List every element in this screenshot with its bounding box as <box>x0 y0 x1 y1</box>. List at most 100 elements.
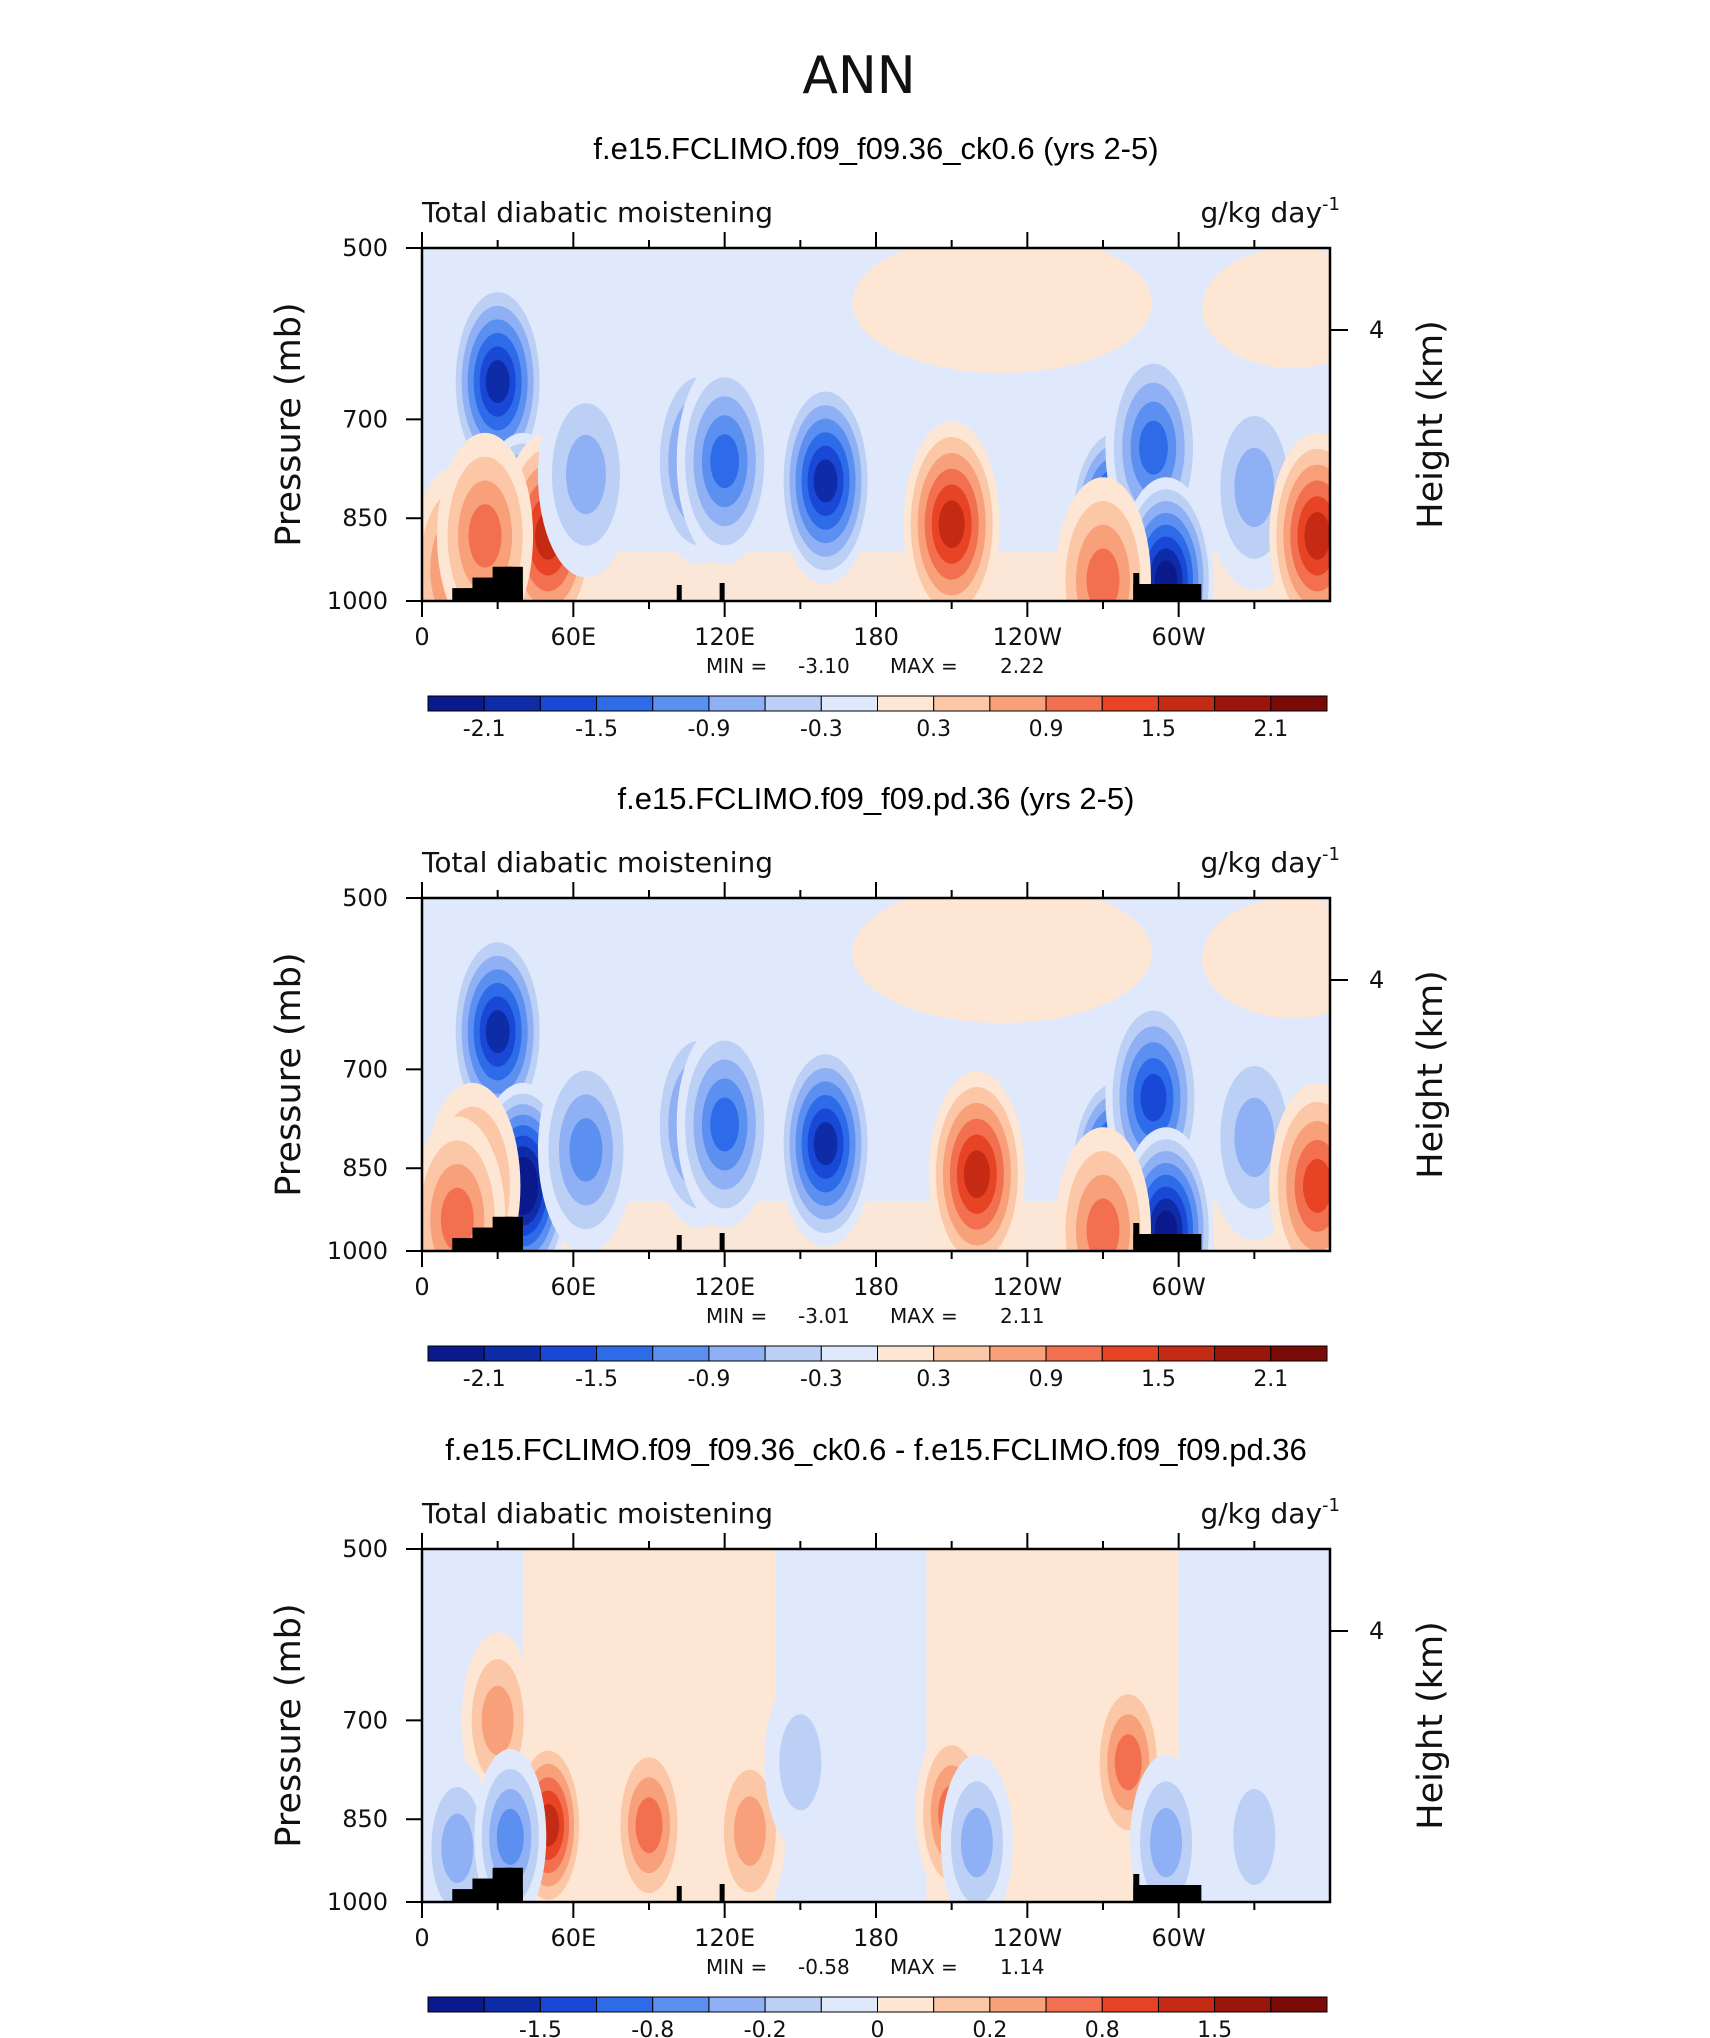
colorbar-swatch <box>1101 695 1159 712</box>
y-tick-label: 850 <box>342 1154 388 1182</box>
colorbar-label: 2.1 <box>1253 717 1288 742</box>
colorbar-swatch <box>1270 1345 1328 1362</box>
colorbar-swatch <box>1214 695 1272 712</box>
contour-fill <box>710 434 740 489</box>
x-tick-label: 60W <box>1152 1273 1206 1301</box>
contour-fill <box>1202 248 1330 368</box>
colorbar-swatch <box>989 1345 1047 1362</box>
x-tick-label: 60W <box>1152 1924 1206 1952</box>
y-right-tick-label: 4 <box>1369 316 1384 344</box>
colorbar-label: 1.5 <box>1141 717 1176 742</box>
colorbar-swatch <box>596 695 654 712</box>
colorbar-label: 0.9 <box>1029 1367 1064 1392</box>
colorbar-swatch <box>933 1345 991 1362</box>
x-tick-label: 60W <box>1152 623 1206 651</box>
topography-block <box>1133 573 1140 601</box>
colorbar-swatch <box>820 1345 878 1362</box>
colorbar-label: 0 <box>871 2018 885 2038</box>
contour-fill <box>468 504 502 568</box>
colorbar-swatch <box>1101 1345 1159 1362</box>
units-text: g/kg day <box>1200 1497 1322 1530</box>
y-right-tick-label: 4 <box>1369 1617 1384 1645</box>
contour-fill <box>441 1813 474 1884</box>
max-label: MAX = <box>890 654 958 678</box>
colorbar-label: 0.3 <box>916 1367 951 1392</box>
units-label: g/kg day-1 <box>1200 194 1340 229</box>
colorbar-swatch <box>989 1996 1047 2013</box>
x-tick-label: 120E <box>694 1924 755 1952</box>
min-value: -3.10 <box>798 654 850 678</box>
contour-fill <box>1302 1158 1330 1213</box>
max-label: MAX = <box>890 1955 958 1979</box>
colorbar-swatch <box>933 695 991 712</box>
x-tick-label: 180 <box>853 1273 899 1301</box>
y-axis-label: Pressure (mb) <box>269 952 309 1196</box>
topography-block <box>676 1886 682 1902</box>
min-label: MIN = <box>706 1304 767 1328</box>
units-label: g/kg day-1 <box>1200 1495 1340 1530</box>
topography-block <box>505 1867 523 1902</box>
colorbar-label: 0.9 <box>1029 717 1064 742</box>
x-tick-label: 120W <box>993 1924 1063 1952</box>
colorbar-swatch <box>1101 1996 1159 2013</box>
colorbar-swatch <box>764 1345 822 1362</box>
colorbar-swatch <box>427 1345 485 1362</box>
topography-block <box>1133 1874 1140 1902</box>
contour-fill <box>813 1122 838 1166</box>
colorbar-swatch <box>483 695 541 712</box>
contour-fill <box>733 1796 766 1866</box>
x-tick-label: 180 <box>853 1924 899 1952</box>
colorbar-swatch <box>1214 1345 1272 1362</box>
panels: f.e15.FCLIMO.f09_f09.36_ck0.6 (yrs 2-5) T… <box>269 131 1451 2038</box>
panel-1: f.e15.FCLIMO.f09_f09.36_ck0.6 (yrs 2-5) T… <box>269 131 1451 742</box>
max-label: MAX = <box>890 1304 958 1328</box>
panel-title: f.e15.FCLIMO.f09_f09.pd.36 (yrs 2-5) <box>618 781 1135 816</box>
x-tick-label: 120E <box>694 1273 755 1301</box>
colorbar-swatch <box>427 1996 485 2013</box>
colorbar-label: -1.5 <box>519 2018 562 2038</box>
colorbar-label: 0.2 <box>972 2018 1007 2038</box>
contour-fill <box>569 1118 603 1182</box>
min-label: MIN = <box>706 1955 767 1979</box>
contour-fill <box>1304 512 1330 560</box>
colorbar: -1.5 -0.8 -0.2 0 0.2 0.8 1.5 <box>427 1996 1328 2038</box>
contour-fill <box>1233 1788 1276 1885</box>
colorbar-swatch <box>1157 695 1216 712</box>
colorbar-label: -0.2 <box>744 2018 787 2038</box>
colorbar-swatch <box>539 1345 598 1362</box>
colorbar-swatch <box>596 1345 654 1362</box>
contour-field <box>422 1549 1291 1902</box>
colorbar-swatch <box>1045 1345 1103 1362</box>
colorbar-label: -2.1 <box>463 717 506 742</box>
contour-fill <box>1234 1097 1275 1178</box>
colorbar-swatch <box>820 1996 878 2013</box>
contour-fill <box>813 459 838 503</box>
contour-fill <box>852 898 1153 1023</box>
contour-fill <box>440 1187 474 1251</box>
colorbar-swatch <box>539 695 598 712</box>
colorbar-swatch <box>877 1345 935 1362</box>
contour-fill <box>496 1808 524 1865</box>
x-tick-label: 60E <box>550 623 596 651</box>
contour-fill <box>852 248 1153 373</box>
y-axis-label: Pressure (mb) <box>269 1603 309 1847</box>
y-right-axis-label: Height (km) <box>1411 970 1451 1179</box>
colorbar-swatch <box>1045 1996 1103 2013</box>
contour-fill <box>960 1807 993 1878</box>
colorbar-swatch <box>708 1996 766 2013</box>
colorbar-swatch <box>820 695 878 712</box>
y-tick-label: 850 <box>342 504 388 532</box>
panel-2: f.e15.FCLIMO.f09_f09.pd.36 (yrs 2-5) Tota… <box>269 781 1451 1392</box>
y-tick-label: 500 <box>342 1535 388 1563</box>
colorbar-swatch <box>539 1996 598 2013</box>
colorbar-label: -2.1 <box>463 1367 506 1392</box>
y-tick-label: 1000 <box>327 587 388 615</box>
colorbar-swatch <box>1045 695 1103 712</box>
colorbar-label: -1.5 <box>575 717 618 742</box>
units-text: g/kg day <box>1200 196 1322 229</box>
max-value: 1.14 <box>1000 1955 1045 1979</box>
topography-block <box>1133 1234 1202 1251</box>
topography-mask <box>452 1216 1202 1251</box>
contour-fill <box>1140 1073 1167 1122</box>
